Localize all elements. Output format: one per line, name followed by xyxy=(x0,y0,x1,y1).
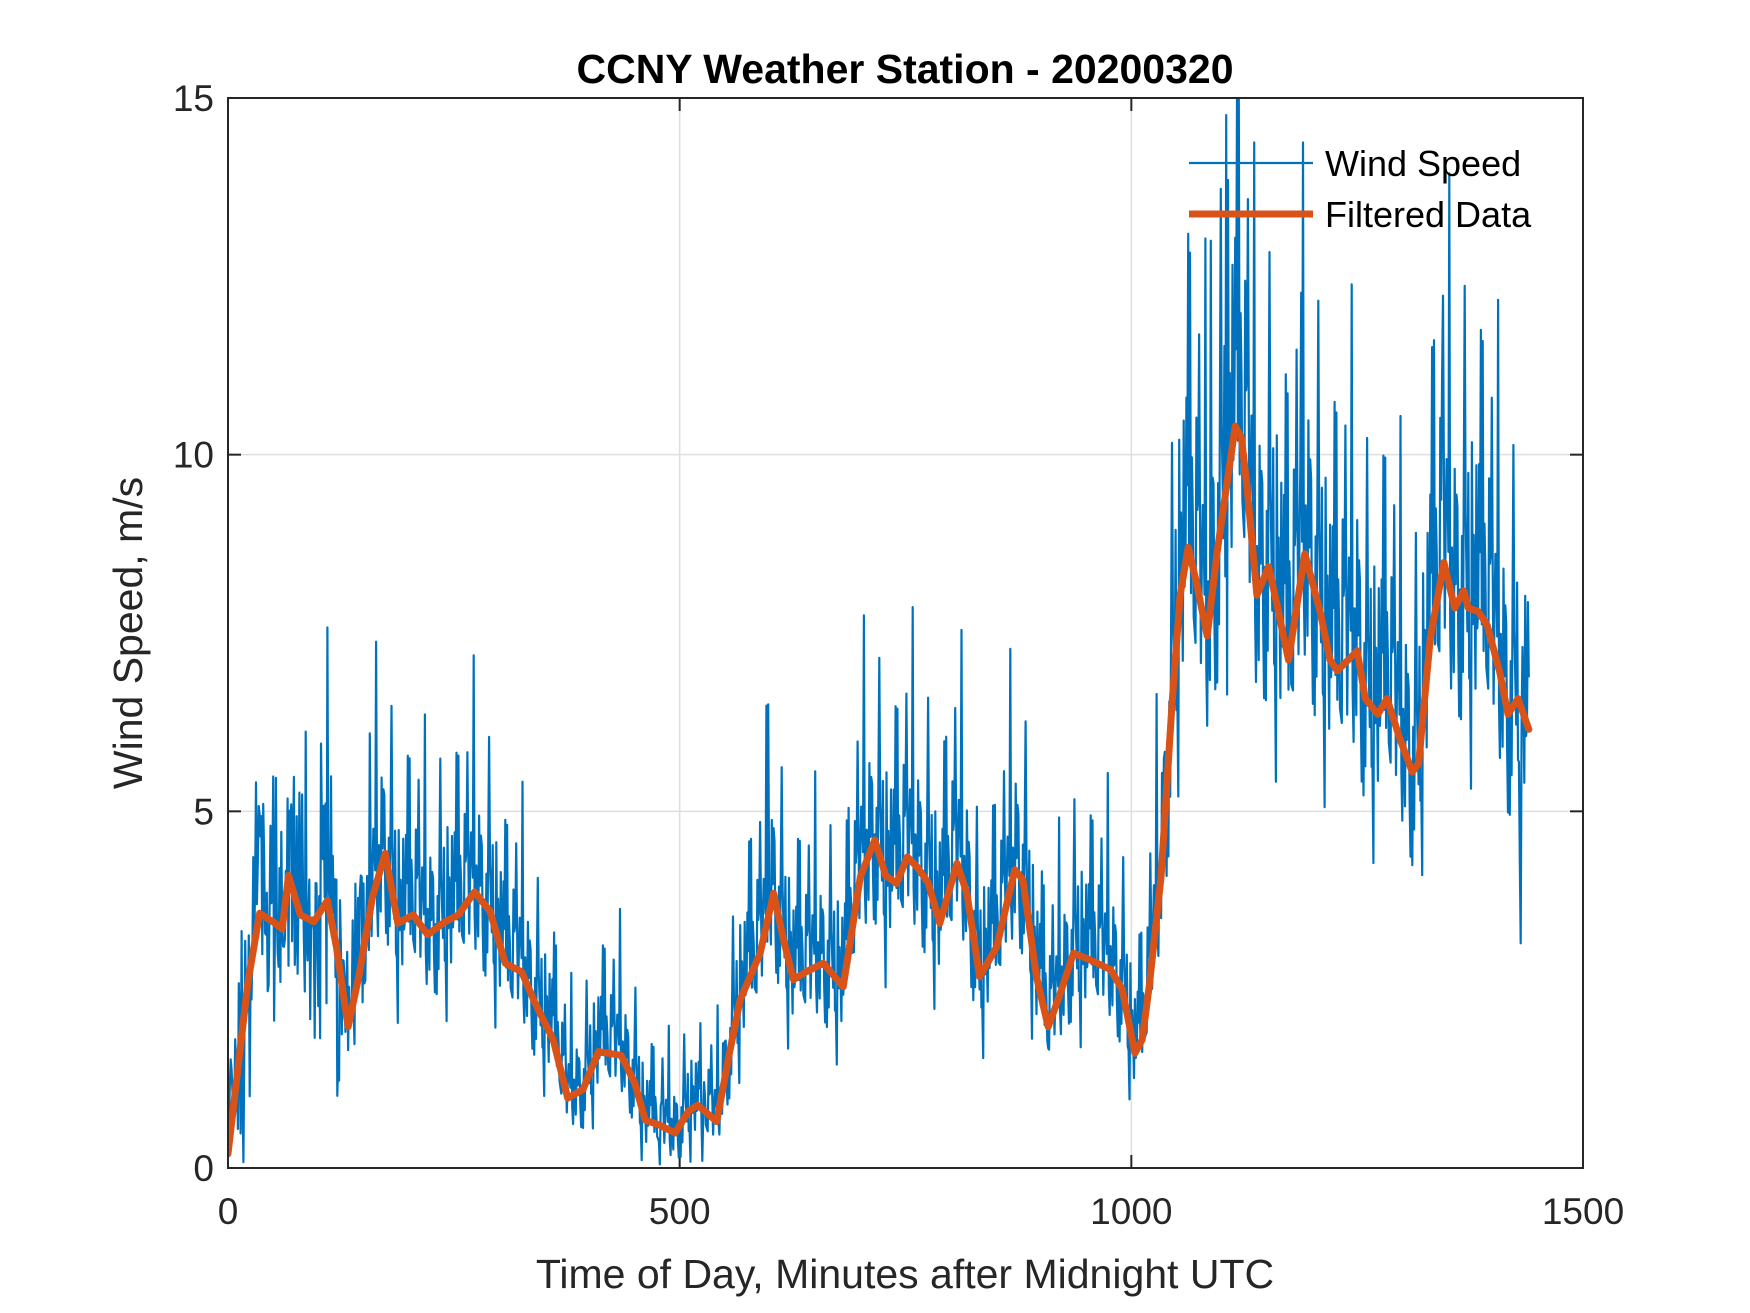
y-tick-labels: 0 5 10 15 xyxy=(173,78,214,1189)
chart-title: CCNY Weather Station - 20200320 xyxy=(576,46,1233,92)
x-tick-labels: 0 500 1000 1500 xyxy=(218,1191,1624,1232)
x-tick-label: 500 xyxy=(649,1191,711,1232)
legend-label-filtered-data: Filtered Data xyxy=(1325,194,1532,235)
x-tick-label: 1500 xyxy=(1542,1191,1624,1232)
legend: Wind Speed Filtered Data xyxy=(1189,143,1532,235)
series-line-filtered-data xyxy=(228,422,1533,1158)
legend-label-wind-speed: Wind Speed xyxy=(1325,143,1521,184)
y-tick-label: 0 xyxy=(193,1148,214,1189)
y-tick-label: 15 xyxy=(173,78,214,119)
axes-box xyxy=(227,97,1584,1169)
series-line-wind-speed xyxy=(228,98,1530,1166)
y-tick-label: 5 xyxy=(193,791,214,832)
y-tick-label: 10 xyxy=(173,435,214,476)
y-axis-label: Wind Speed, m/s xyxy=(105,477,151,789)
x-tick-label: 1000 xyxy=(1090,1191,1172,1232)
x-tick-label: 0 xyxy=(218,1191,239,1232)
x-axis-label: Time of Day, Minutes after Midnight UTC xyxy=(536,1251,1274,1297)
